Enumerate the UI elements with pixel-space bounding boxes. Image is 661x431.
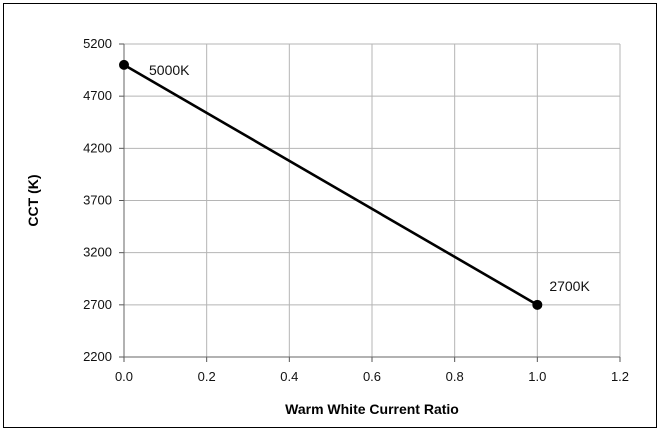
y-tick-label: 5200 [83,36,112,51]
data-point [532,299,543,310]
axes [119,43,621,362]
y-tick-label: 3700 [83,193,112,208]
y-tick-label: 2700 [83,297,112,312]
y-tick-label: 4200 [83,140,112,155]
y-axis-title: CCT (K) [25,174,41,226]
x-tick-label: 1.0 [528,369,546,384]
x-tick-label: 0.8 [446,369,464,384]
x-tick-label: 0.4 [280,369,298,384]
data-point [119,59,129,70]
y-tick-labels: 2200 2700 3200 3700 4200 4700 5200 [83,36,112,364]
x-tick-labels: 0.0 0.2 0.4 0.6 0.8 1.0 1.2 [115,369,629,384]
grid [123,43,621,358]
data-label: 5000K [149,62,190,78]
x-tick-label: 0.0 [115,369,133,384]
x-tick-label: 0.6 [363,369,381,384]
series-line [123,63,538,306]
x-axis-title: Warm White Current Ratio [285,401,459,417]
y-tick-label: 3200 [83,245,112,260]
data-label: 2700K [549,278,590,294]
plot-area: 5000K 2700K [119,59,590,310]
y-tick-label: 4700 [83,88,112,103]
x-tick-label: 0.2 [198,369,216,384]
y-tick-label: 2200 [83,349,112,364]
x-tick-label: 1.2 [611,369,629,384]
